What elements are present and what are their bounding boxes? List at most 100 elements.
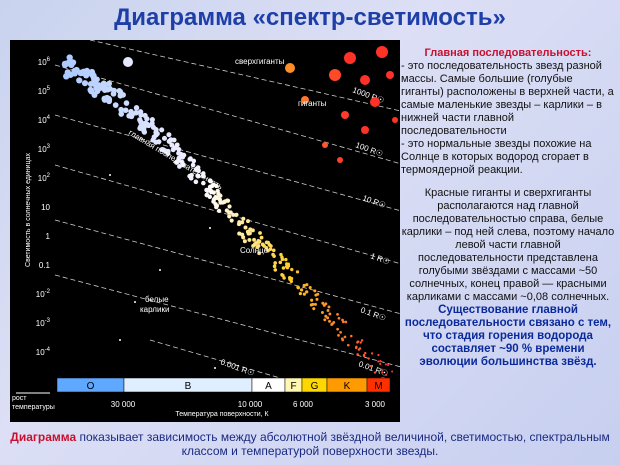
star: [360, 339, 364, 342]
star: [337, 334, 340, 337]
radius-line: [54, 114, 400, 212]
star: [364, 351, 367, 355]
star: [340, 337, 344, 341]
star: [285, 265, 290, 270]
star: [278, 260, 283, 265]
star: [308, 285, 312, 290]
star: [369, 364, 373, 368]
star: [356, 340, 360, 343]
tick-exp: -3: [45, 318, 51, 324]
footer-text: показывает зависимость между абсолютной …: [76, 430, 610, 458]
star: [83, 67, 90, 74]
star: [106, 80, 113, 87]
star: [187, 156, 193, 162]
star: [326, 309, 330, 312]
tick-base: 10: [38, 145, 47, 154]
star: [118, 111, 125, 117]
star: [323, 318, 327, 322]
star: [214, 203, 220, 208]
star: [214, 367, 216, 369]
star: [241, 235, 246, 240]
star: [341, 111, 349, 119]
star: [361, 126, 369, 134]
star: [295, 270, 300, 274]
x-axis-label: Температура поверхности, К: [175, 411, 269, 418]
star: [179, 159, 185, 165]
star: [216, 191, 221, 197]
star: [381, 371, 384, 374]
x-tick-label: 30 000: [111, 400, 136, 409]
star: [377, 360, 380, 363]
y-tick-label: 103: [38, 144, 51, 154]
x-tick-label: 6 000: [293, 400, 314, 409]
star: [170, 147, 176, 153]
star: [305, 290, 309, 294]
star: [248, 227, 253, 232]
star: [122, 107, 129, 114]
star: [387, 363, 390, 367]
star: [93, 76, 100, 83]
y-tick-label: 10-2: [36, 289, 51, 299]
star: [240, 220, 245, 225]
star: [134, 301, 136, 303]
star: [370, 97, 380, 107]
x-tick-label: 3 000: [365, 400, 386, 409]
star: [141, 129, 148, 135]
star: [242, 239, 247, 244]
star: [326, 316, 330, 320]
y-tick-label: 102: [38, 173, 51, 183]
star: [236, 222, 242, 227]
star: [258, 231, 262, 235]
star: [272, 264, 277, 269]
star: [339, 331, 342, 334]
star: [355, 345, 358, 349]
star: [71, 69, 78, 76]
star: [356, 353, 359, 356]
star: [194, 166, 199, 172]
tick-exp: 4: [47, 115, 51, 121]
star: [310, 298, 314, 302]
star: [313, 302, 317, 306]
tick-base: 10: [38, 174, 47, 183]
star: [324, 314, 328, 318]
paragraph: Красные гиганты и сверхгиганты располага…: [401, 187, 615, 303]
star: [379, 362, 382, 366]
star: [359, 341, 362, 344]
star: [149, 117, 155, 123]
stars: [61, 46, 398, 387]
star: [321, 301, 325, 305]
star: [100, 80, 107, 87]
conclusion: Существование главной последовательности…: [404, 304, 612, 368]
star: [255, 245, 260, 250]
point: - это последовательность звезд разной ма…: [401, 60, 614, 137]
star: [207, 184, 213, 190]
star: [174, 142, 180, 148]
star: [243, 225, 248, 230]
star: [313, 289, 317, 293]
star: [180, 154, 186, 160]
star: [264, 246, 269, 250]
region-label: гиганты: [298, 99, 327, 108]
tick-base: 10: [36, 348, 45, 357]
star: [226, 210, 232, 215]
star: [305, 283, 309, 287]
star: [81, 80, 89, 87]
radius-line: [54, 274, 400, 368]
star: [209, 189, 214, 195]
star: [191, 158, 197, 164]
y-tick-label: 106: [38, 57, 51, 67]
star: [336, 312, 339, 316]
star: [296, 285, 300, 289]
star: [314, 293, 318, 297]
star: [106, 98, 112, 105]
x-tick-label: 10 000: [238, 400, 263, 409]
star: [241, 216, 246, 221]
star: [153, 129, 159, 136]
star: [285, 63, 295, 73]
heading: Главная последовательность:: [424, 47, 592, 59]
star: [133, 105, 140, 111]
radius-line: [54, 219, 400, 315]
star: [362, 354, 366, 358]
star: [252, 237, 256, 242]
